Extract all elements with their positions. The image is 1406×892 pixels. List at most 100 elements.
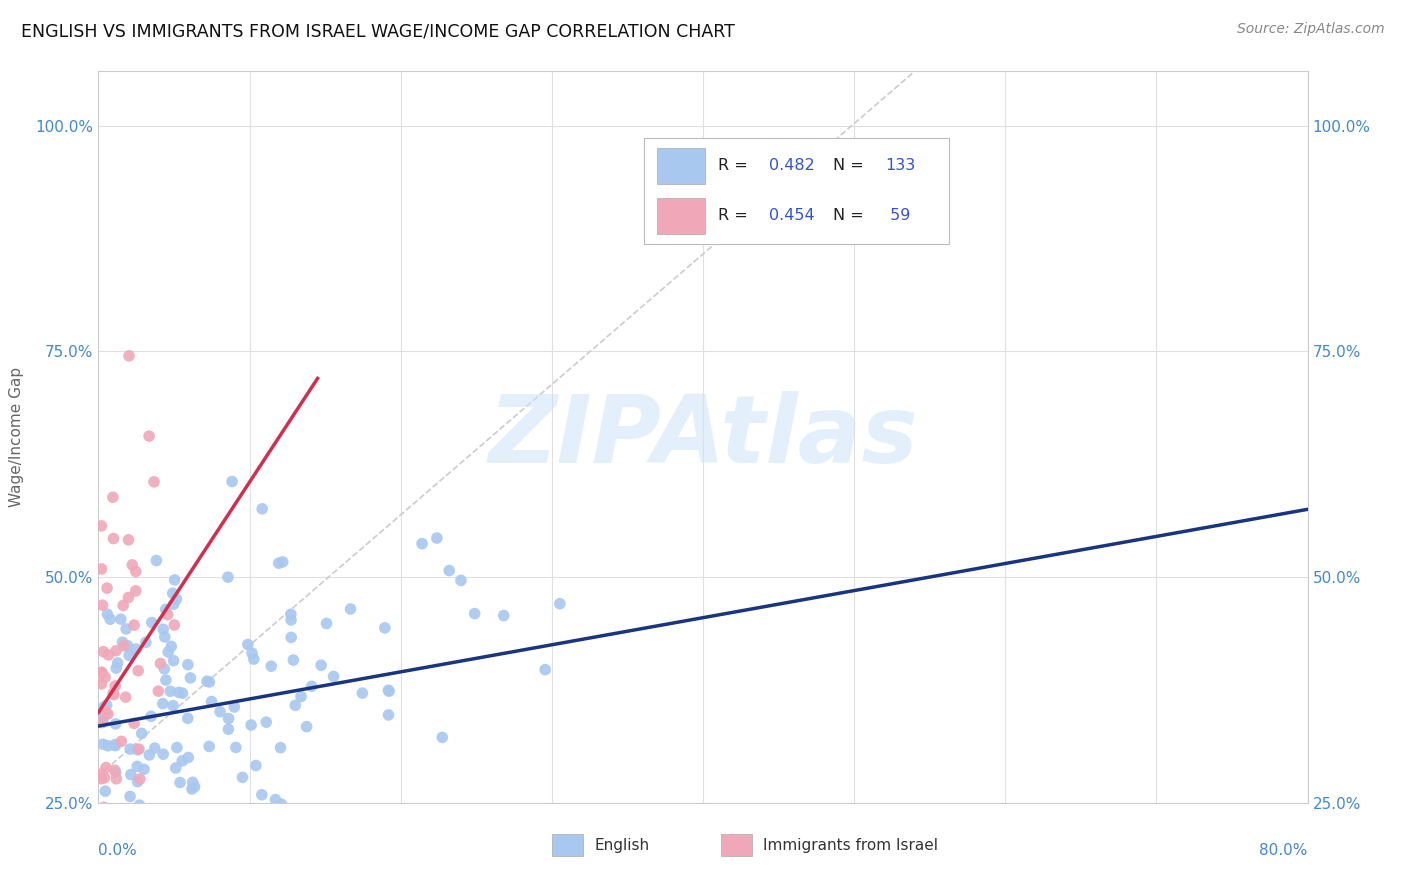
Point [94,670,117,684]
Point [177,657,200,672]
Point [143,475,166,489]
Point [450,574,472,588]
Point [135,635,157,649]
Point [377,708,399,723]
Point [96,581,118,595]
Point [93,822,115,836]
Text: English: English [593,838,650,853]
Point [145,553,167,567]
Point [309,658,332,673]
Point [322,669,344,683]
Text: R =: R = [717,158,752,173]
Point [439,564,461,578]
Point [94,760,117,774]
Point [93,645,115,659]
Point [96,607,118,622]
Point [94,705,117,719]
Point [226,813,249,827]
Point [112,639,135,653]
Point [200,694,222,708]
Point [143,741,166,756]
Point [132,762,155,776]
Point [125,642,148,657]
Point [104,717,127,731]
Point [254,715,277,730]
Point [97,648,120,662]
Point [218,712,240,726]
Point [118,648,141,663]
Point [270,740,292,755]
Point [148,684,170,698]
Point [104,765,127,780]
Text: 59: 59 [886,208,911,223]
Point [245,758,267,772]
Point [198,739,221,754]
Point [91,877,114,891]
Point [190,841,212,855]
Point [166,740,188,755]
Point [464,607,486,621]
Point [152,622,174,636]
Text: R =: R = [717,208,752,223]
Y-axis label: Wage/Income Gap: Wage/Income Gap [10,367,24,508]
Point [91,715,114,730]
Point [283,653,305,667]
Point [117,639,139,653]
Point [91,710,114,724]
Point [295,720,318,734]
Text: N =: N = [834,158,869,173]
Point [125,565,148,579]
Point [105,644,128,658]
Point [224,700,246,714]
Point [152,697,174,711]
Point [115,622,138,636]
Point [110,734,132,748]
Point [90,873,112,888]
Point [231,770,253,784]
Bar [657,197,706,234]
Text: 133: 133 [886,158,915,173]
Point [91,711,114,725]
Point [105,772,128,786]
Point [117,591,139,605]
Point [166,592,188,607]
Point [149,657,172,671]
Point [98,612,121,626]
Point [117,533,139,547]
Point [101,838,124,853]
Point [114,690,136,705]
Point [94,784,117,798]
Point [411,536,433,550]
Point [104,738,127,752]
Point [374,621,396,635]
Point [118,349,141,363]
Point [284,698,307,713]
Point [426,531,449,545]
Point [177,711,200,725]
Point [104,679,127,693]
Point [90,677,112,691]
Point [162,698,184,713]
Point [534,663,557,677]
Point [271,555,294,569]
Text: 0.0%: 0.0% [98,843,138,858]
Point [290,690,312,704]
Point [110,837,132,851]
Point [217,723,239,737]
Point [143,807,166,822]
Point [209,705,232,719]
Point [91,666,114,681]
Point [432,731,454,745]
Point [162,597,184,611]
Point [181,782,204,797]
Point [179,671,201,685]
Point [104,763,127,777]
Text: 80.0%: 80.0% [1260,843,1308,858]
Point [90,715,112,730]
Point [165,761,187,775]
Point [240,646,263,660]
Point [138,747,160,762]
Point [118,821,141,835]
Point [107,656,129,670]
Point [96,698,118,712]
